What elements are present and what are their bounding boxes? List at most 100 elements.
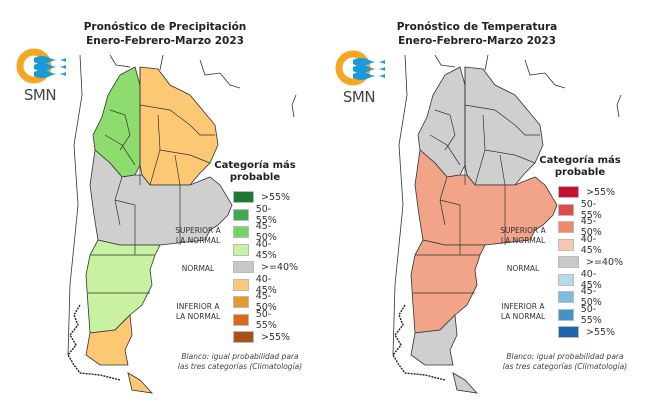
temperature-panel: Pronóstico de Temperatura Enero-Febrero-… [325,0,650,411]
legend-swatch [233,191,254,203]
note-line1: Blanco: igual probabilidad para [181,352,299,361]
legend-item: 50-55% [558,199,607,221]
region-tierra-del-fuego [452,372,479,394]
group-label-line1: SUPERIOR A [175,226,221,235]
bolivia-border-line [109,55,131,68]
region-tierra-del-fuego [127,372,154,394]
precipitation-title: Pronóstico de Precipitación Enero-Febrer… [50,20,280,48]
title-line2: Enero-Febrero-Marzo 2023 [86,35,244,47]
paraguay-border-line [159,55,164,71]
legend-label: >=40% [586,256,624,268]
legend-swatch [558,326,579,338]
note-line2: las tres categorías (Climatología) [177,362,303,371]
group-label-line1: SUPERIOR A [500,226,546,235]
region-patagonia-south [410,314,458,366]
group-label-line1: INFERIOR A [176,302,220,311]
group-label-line1: INFERIOR A [501,302,545,311]
brazil-border-line [524,59,566,89]
smn-logo: SMN [12,48,68,104]
legend-item: 50-55% [233,204,282,226]
group-label-line1: NORMAL [181,264,215,273]
legend-swatch [233,278,249,291]
legend-item: 50-55% [558,304,607,326]
legend-label: 50-55% [580,303,602,326]
legend-label: >55% [261,191,291,203]
legend-group-normal: NORMAL [488,264,558,274]
legend-label: 50-55% [580,198,602,221]
legend-item: >55% [558,185,615,199]
legend-swatch [233,243,249,256]
group-label-line2: LA NORMAL [500,236,546,245]
legend-item: 45-50% [233,291,282,313]
legend-label: >=40% [261,261,299,273]
chile-border-line [392,55,408,356]
uruguay-coast-line [291,94,297,118]
legend-item: 45-50% [558,216,607,238]
legend-swatch [233,226,249,238]
legend-label: >55% [586,326,616,338]
legend-item: 40-45% [558,269,607,291]
legend-swatch [233,313,249,326]
legend-swatch [558,221,574,233]
legend-title-line2: probable [554,167,606,178]
legend-item: 50-55% [233,309,282,331]
legend-item: >55% [233,190,290,204]
legend-item: >=40% [558,255,623,269]
legend-swatch [233,331,254,343]
title-line2: Enero-Febrero-Marzo 2023 [398,35,556,47]
smn-logo-text: SMN [23,86,57,104]
legend-label: 50-55% [255,308,277,331]
chile-coast-line [392,304,446,381]
temperature-map [392,55,622,394]
region-patagonia-south [85,314,133,366]
legend-label: >55% [261,331,291,343]
legend-item: >55% [233,330,290,344]
legend-swatch [558,291,574,303]
legend-group-normal: NORMAL [163,264,233,274]
title-line1: Pronóstico de Precipitación [83,21,247,33]
legend-label: 40-45% [255,238,277,261]
legend-item: 40-45% [233,239,282,261]
legend-swatch [558,186,579,198]
legend-label: 45-50% [580,286,602,308]
precipitation-map [67,55,297,394]
group-label-line2: LA NORMAL [175,312,221,321]
legend-label: 40-45% [255,273,277,296]
legend-item: 40-45% [233,274,282,296]
legend-item: 45-50% [558,286,607,308]
legend-title: Categoría más probable [205,160,305,184]
chile-coast-line [67,304,121,381]
legend-item: 40-45% [558,234,607,256]
legend-swatch [233,208,249,221]
precipitation-panel: Pronóstico de Precipitación Enero-Febrer… [12,20,305,394]
smn-logo: SMN [331,50,387,106]
region-northeast [464,66,544,186]
legend-label: 45-50% [255,221,277,243]
legend-group-inferior: INFERIOR A LA NORMAL [163,302,233,322]
legend-item: >=40% [233,260,298,274]
region-northeast [139,66,219,186]
group-label-line1: NORMAL [506,264,540,273]
legend-swatch [558,273,574,286]
legend-swatch [558,256,579,268]
legend-group-superior: SUPERIOR A LA NORMAL [163,226,233,246]
legend-group-superior: SUPERIOR A LA NORMAL [488,226,558,246]
legend-swatch [558,203,574,216]
legend-swatch [233,296,249,308]
legend-label: 40-45% [580,268,602,291]
province-borders [413,67,540,294]
legend-label: >55% [586,186,616,198]
smn-logo-text: SMN [342,88,376,106]
legend-item: >55% [558,325,615,339]
note-line1: Blanco: igual probabilidad para [506,352,624,361]
legend-swatch [558,238,574,251]
legend-title-line2: probable [229,172,281,183]
legend-title-line1: Categoría más [539,155,621,166]
legend-note: Blanco: igual probabilidad para las tres… [475,352,650,372]
legend-label: 45-50% [580,216,602,238]
legend-note: Blanco: igual probabilidad para las tres… [150,352,330,372]
brazil-border-line [199,59,241,89]
region-patagonia-north [85,239,161,334]
chile-border-line [67,55,83,356]
province-borders [88,67,215,294]
